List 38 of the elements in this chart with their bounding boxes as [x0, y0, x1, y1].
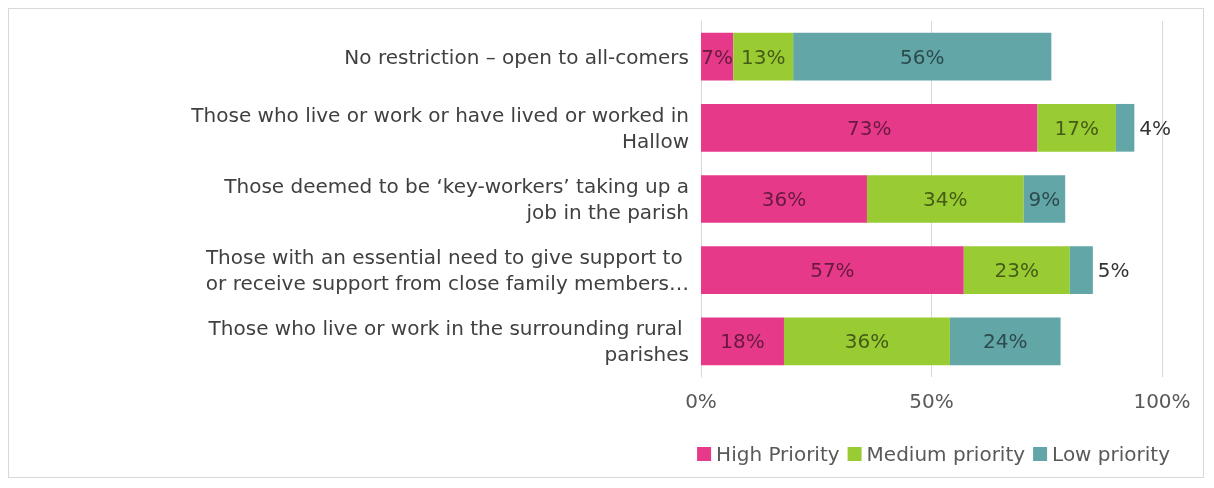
bar	[949, 317, 1061, 366]
x-tick-label: 50%	[909, 389, 954, 413]
data-label: 23%	[994, 258, 1040, 283]
data-label: 24%	[983, 329, 1028, 354]
bar	[701, 103, 1038, 152]
data-label: 18%	[720, 329, 765, 354]
data-label: 34%	[923, 187, 968, 211]
data-label: 57%	[810, 258, 855, 283]
y-tick-label: Those with an essential need to give support to or receive support from close family members…	[204, 245, 689, 296]
bar	[701, 175, 867, 223]
bar	[1069, 246, 1093, 295]
bar	[701, 317, 784, 366]
bar	[783, 317, 950, 366]
bar	[701, 246, 964, 295]
x-tick-label: 100%	[1133, 389, 1191, 413]
data-label: 36%	[844, 329, 890, 354]
bar	[1115, 103, 1135, 152]
bar	[1037, 103, 1116, 152]
data-label: 73%	[847, 115, 892, 140]
bar	[963, 246, 1070, 295]
data-label: 9%	[1028, 187, 1061, 211]
y-tick-label: Those deemed to be ‘key-workers’ taking up a job in the parish	[223, 174, 689, 224]
bar	[866, 175, 1024, 223]
y-tick-label: No restriction – open to all-comers	[344, 44, 689, 69]
x-tick-label: 0%	[685, 389, 717, 413]
legend-label: High Priority	[716, 442, 840, 466]
data-label: 56%	[900, 44, 945, 69]
y-tick-label: Those who live or work or have lived or worked in Hallow	[190, 102, 689, 153]
data-label: 36%	[761, 187, 807, 211]
legend-label: Medium priority	[866, 442, 1026, 466]
data-label: 4%	[1139, 115, 1172, 140]
data-label: 7%	[701, 44, 733, 69]
data-label: 17%	[1054, 115, 1099, 140]
legend-label: Low priority	[1052, 442, 1171, 466]
data-label: 13%	[741, 44, 786, 69]
y-tick-label: Those who live or work in the surrounding rural parishes	[207, 316, 689, 367]
bar	[793, 32, 1052, 81]
data-label: 5%	[1097, 258, 1130, 283]
